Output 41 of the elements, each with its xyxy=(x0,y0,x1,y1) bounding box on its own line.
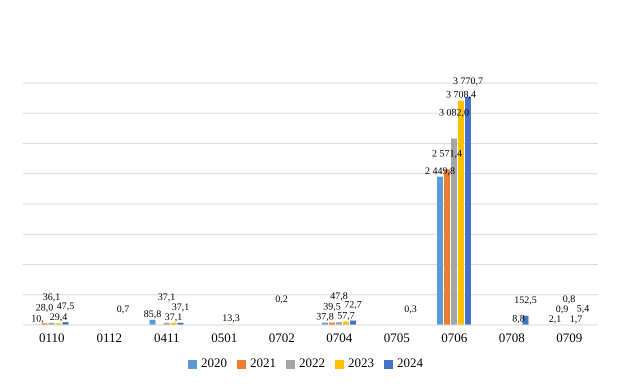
legend-label: 2024 xyxy=(397,355,423,370)
data-label: 36,1 xyxy=(42,292,60,303)
legend-label: 2021 xyxy=(250,355,276,370)
data-label: 0,3 xyxy=(404,304,417,315)
x-tick-label: 0702 xyxy=(268,330,295,346)
data-label: 29,4 xyxy=(50,312,68,324)
x-tick-label: 0704 xyxy=(326,330,353,346)
x-tick-label: 0411 xyxy=(154,330,180,346)
legend-label: 2022 xyxy=(299,355,325,370)
data-label: 72,7 xyxy=(344,300,362,311)
data-label: 47,5 xyxy=(56,301,74,312)
data-label: 1,7 xyxy=(570,314,582,325)
data-label: 37,1 xyxy=(172,302,190,313)
data-label: 3 708,4 xyxy=(446,90,476,101)
x-tick-label: 0110 xyxy=(38,330,65,346)
data-label: 37,1 xyxy=(158,292,176,303)
x-tick-label: 0705 xyxy=(384,330,410,346)
data-label: 28,0 xyxy=(36,302,54,314)
data-label: 10, xyxy=(31,313,44,324)
data-label: 152,5 xyxy=(514,294,537,306)
data-label: 0,8 xyxy=(562,294,576,305)
data-label: 85,8 xyxy=(144,308,162,320)
x-tick-label: 0112 xyxy=(96,330,122,346)
data-label: 5,4 xyxy=(576,304,590,315)
data-label: 57,7 xyxy=(337,310,355,322)
data-label: 47,8 xyxy=(330,291,348,302)
data-label: 0,9 xyxy=(556,304,568,315)
x-tick-label: 0708 xyxy=(498,330,525,346)
data-label: 0,2 xyxy=(275,294,288,305)
x-tick-label: 0501 xyxy=(211,330,238,346)
data-label: 3 770,7 xyxy=(453,76,483,87)
legend-label: 2020 xyxy=(201,355,227,370)
data-label: 37,1 xyxy=(164,312,182,323)
x-tick-label: 0709 xyxy=(556,330,582,346)
data-label: 13,3 xyxy=(222,313,240,324)
data-label: 39,5 xyxy=(323,302,341,313)
x-tick-label: 0706 xyxy=(441,330,468,346)
data-label: 2,1 xyxy=(548,314,562,325)
data-label: 0,7 xyxy=(116,304,130,315)
data-label: 37,8 xyxy=(316,312,334,323)
legend-label: 2023 xyxy=(348,355,374,370)
